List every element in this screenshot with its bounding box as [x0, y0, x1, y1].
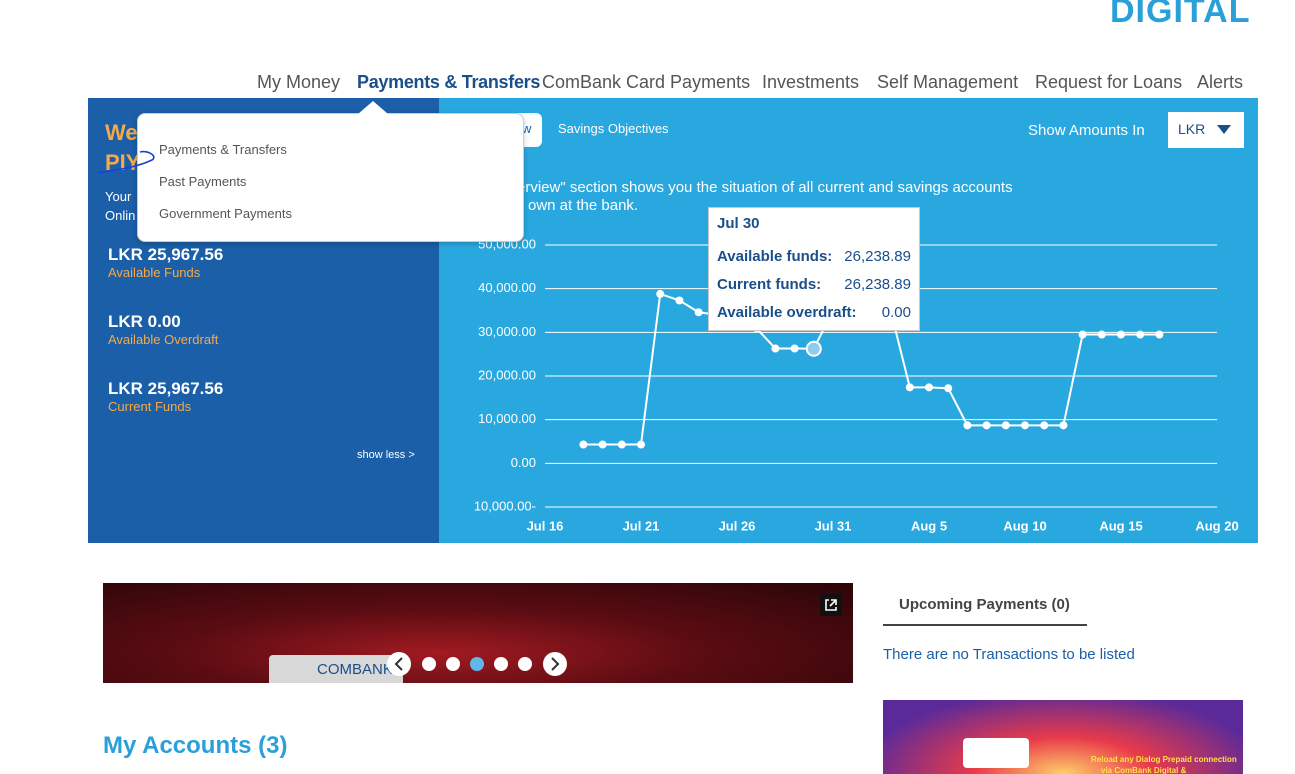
dropdown-caret — [358, 101, 388, 114]
show-less[interactable]: show less > — [357, 449, 415, 461]
point — [1001, 421, 1010, 430]
y-tick-label: 20,000.00 — [478, 367, 536, 382]
balance-label: Available Funds — [108, 265, 201, 280]
upcoming-tab[interactable]: Upcoming Payments (0) — [899, 596, 1070, 613]
ad-logo — [963, 738, 1029, 768]
carousel-controls[interactable] — [385, 650, 571, 678]
x-tick-label: Jul 16 — [527, 518, 564, 533]
point — [1136, 330, 1145, 339]
x-tick-label: Aug 20 — [1195, 518, 1238, 533]
nav-item[interactable]: Request for Loans — [1035, 72, 1183, 92]
nav-item[interactable]: ComBank Card Payments — [542, 72, 751, 92]
expand-glyph — [825, 599, 837, 611]
balance-amount: LKR 25,967.56 — [108, 245, 224, 264]
point — [790, 344, 799, 353]
point — [925, 383, 933, 392]
balance-amount: LKR 0.00 — [108, 312, 181, 331]
logo[interactable]: DIGITAL — [1110, 0, 1251, 30]
point — [1117, 330, 1125, 339]
x-tick-label: Jul 26 — [719, 518, 756, 533]
tooltip — [708, 207, 920, 331]
balance-amount: LKR 25,967.56 — [108, 379, 224, 398]
banner-logo-text: COMBANK — [317, 661, 393, 678]
tab-label[interactable]: w — [522, 121, 532, 136]
point — [1021, 421, 1029, 430]
balance-label: Available Overdraft — [108, 332, 219, 347]
point — [1078, 330, 1087, 339]
point — [944, 384, 953, 393]
nav-item[interactable]: My Money — [257, 72, 341, 92]
point — [694, 308, 703, 317]
currency-label: Show Amounts In — [1028, 122, 1145, 139]
point — [982, 421, 991, 430]
tooltip-label: Available funds: — [717, 248, 833, 265]
ad-text: Reload any Dialog Prepaid connection — [1091, 755, 1237, 764]
tooltip-value: 26,238.89 — [844, 248, 911, 265]
ad-banner[interactable]: Reload any Dialog Prepaid connection via… — [883, 700, 1243, 774]
point — [963, 421, 972, 430]
tooltip-value: 0.00 — [881, 304, 911, 321]
y-tick-label: 40,000.00 — [478, 280, 536, 295]
description: own at the bank. — [528, 197, 639, 214]
tooltip-value: 26,238.89 — [844, 276, 911, 293]
x-tick-label: Jul 31 — [815, 518, 852, 533]
welcome-title: We — [105, 120, 138, 145]
dropdown-item[interactable]: Payments & Transfers — [159, 142, 287, 157]
point — [1040, 421, 1049, 430]
tooltip-label: Current funds: — [717, 276, 822, 293]
balance-label: Current Funds — [108, 399, 192, 414]
x-tick-label: Jul 21 — [623, 518, 660, 533]
ad-text: via ComBank Digital & — [1101, 766, 1187, 774]
banner-logo — [269, 655, 403, 683]
tooltip-title: Jul 30 — [717, 215, 760, 232]
dropdown-menu — [137, 113, 524, 242]
point — [771, 344, 780, 353]
point — [675, 296, 684, 305]
point — [1059, 421, 1068, 430]
nav-item[interactable]: Payments & Transfers — [357, 72, 541, 92]
nav-item[interactable]: Self Management — [877, 72, 1019, 92]
point — [656, 289, 665, 298]
point — [617, 440, 626, 449]
point — [905, 383, 914, 392]
currency-value[interactable]: LKR — [1178, 121, 1206, 137]
point — [1155, 330, 1164, 339]
nav-item[interactable]: Alerts — [1197, 72, 1244, 92]
x-tick-label: Aug 10 — [1003, 518, 1046, 533]
highlighted-point — [805, 340, 822, 357]
dropdown-item[interactable]: Past Payments — [159, 174, 247, 189]
tooltip-label: Available overdraft: — [717, 304, 857, 321]
nav-item[interactable]: Investments — [762, 72, 860, 92]
point — [1097, 330, 1106, 339]
y-tick-label: 30,000.00 — [478, 324, 536, 339]
tab-label[interactable]: Savings Objectives — [558, 121, 669, 136]
y-tick-label: 0.00 — [511, 455, 536, 470]
y-tick-label: 10,000.00 — [478, 411, 536, 426]
currency-select[interactable] — [1168, 112, 1244, 148]
accounts-title: My Accounts (3) — [103, 732, 288, 759]
welcome-subtitle: Onlin — [105, 208, 136, 223]
x-tick-label: Aug 15 — [1099, 518, 1142, 533]
dropdown-item[interactable]: Government Payments — [159, 206, 292, 221]
select-arrow — [1217, 125, 1231, 134]
description: erview" section shows you the situation … — [517, 179, 1013, 196]
point — [579, 440, 588, 449]
empty-message: There are no Transactions to be listed — [883, 646, 1135, 663]
y-tick-label: 10,000.00- — [474, 498, 536, 513]
welcome-subtitle: Your — [105, 189, 132, 204]
tab-underline — [883, 624, 1087, 626]
pen-scribble — [97, 150, 155, 174]
point — [598, 440, 607, 449]
point — [637, 440, 645, 449]
x-tick-label: Aug 5 — [911, 518, 947, 533]
